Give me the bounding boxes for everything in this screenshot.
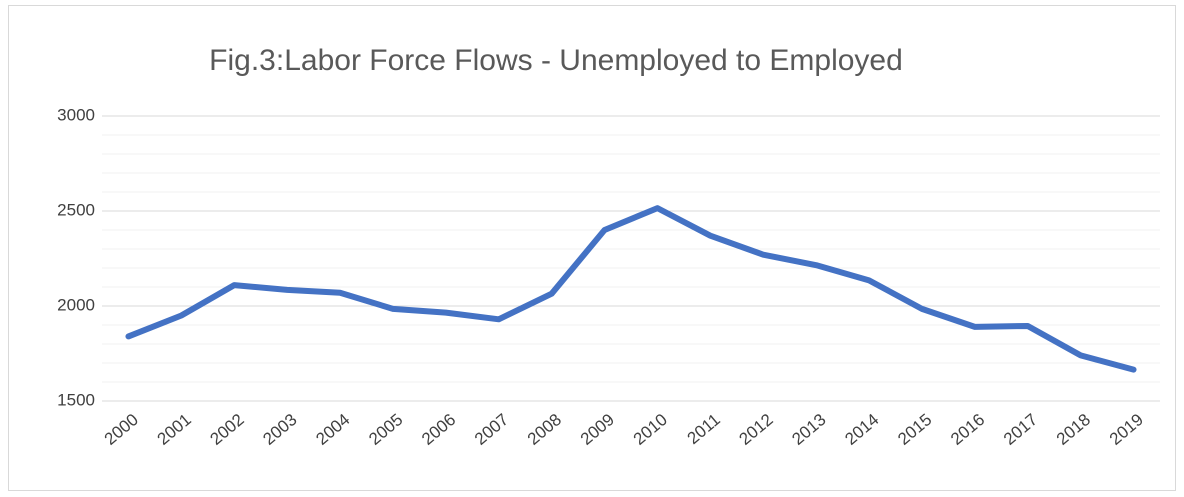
- series-line: [125, 205, 1137, 373]
- y-tick-label: 1500: [57, 390, 95, 409]
- y-tick-label: 2000: [57, 295, 95, 314]
- y-tick-label: 3000: [57, 105, 95, 124]
- chart-title: Fig.3:Labor Force Flows - Unemployed to …: [209, 44, 903, 77]
- y-tick-label: 2500: [57, 200, 95, 219]
